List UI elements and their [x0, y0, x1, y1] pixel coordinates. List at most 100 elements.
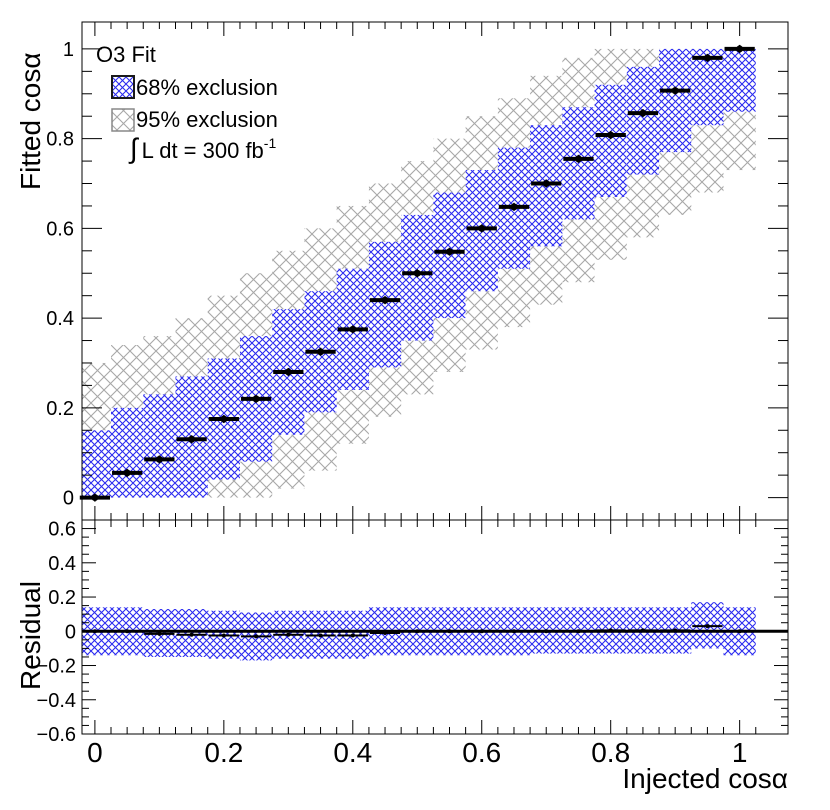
main-y-tick-label: 0.2	[46, 398, 74, 420]
fitted-point-marker	[123, 469, 131, 477]
residual-y-axis-label: Residual	[15, 581, 46, 690]
fitted-point-marker	[639, 109, 647, 117]
fitted-point	[369, 296, 401, 305]
main-y-tick-label: 1	[63, 39, 74, 61]
x-tick-label: 0.6	[462, 737, 501, 768]
residual-point	[369, 630, 401, 635]
band68-bin	[111, 407, 144, 498]
fitted-point	[498, 202, 530, 211]
band68-bin	[562, 107, 595, 220]
residual-y-tick-label: 0.2	[48, 587, 76, 609]
residual-frame	[81, 519, 789, 735]
fitted-point-marker	[284, 368, 292, 376]
residual-point-marker	[189, 632, 194, 637]
legend-lumi-main: L dt = 300 fb	[142, 138, 264, 163]
x-tick-label: 1	[732, 737, 748, 768]
fitted-point-marker	[349, 325, 357, 333]
residual-y-tick-label: 0.6	[48, 519, 76, 541]
residual-point	[627, 628, 659, 633]
band68-bin	[82, 430, 112, 498]
residual-y-tick-label: −0.2	[37, 656, 76, 678]
fitted-point-marker	[478, 224, 486, 232]
fitted-point	[112, 468, 143, 477]
fitted-point	[531, 179, 562, 188]
fitted-point	[144, 455, 175, 464]
legend-swatch-68	[111, 75, 135, 99]
residual-point-marker	[737, 629, 742, 634]
residual-point	[531, 629, 562, 634]
residual-point	[563, 629, 594, 634]
residual-point	[660, 628, 691, 633]
residual-point	[337, 633, 368, 638]
residual-point	[724, 629, 755, 634]
fitted-point-marker	[703, 54, 711, 62]
band68-bin	[594, 84, 627, 197]
band68-bin	[143, 394, 176, 498]
band68-bin	[659, 48, 692, 153]
fitted-point-marker	[188, 435, 196, 443]
fitted-point	[402, 269, 433, 278]
fitted-point	[337, 325, 368, 334]
main-panel: 0 0.2 0.4 0.6 0.8 1 Fitted cosα	[15, 21, 789, 521]
residual-point-marker	[673, 628, 678, 633]
residual-panel: −0.6 −0.4 −0.2 0 0.2 0.4 0.6 0 0.2 0.4 0.6 0.8 1 Re…	[15, 519, 789, 794]
residual-point	[692, 624, 723, 629]
residual-y-tick-label: −0.4	[37, 690, 76, 712]
fitted-point-marker	[574, 155, 582, 163]
legend: O3 Fit 68% exclusion 95% exclusion ∫ L dt…	[96, 42, 278, 164]
fitted-point-marker	[381, 296, 389, 304]
main-y-tick-label: 0	[63, 488, 74, 510]
fitted-point-marker	[155, 455, 163, 463]
residual-point	[176, 632, 207, 637]
residual-point-marker	[447, 629, 452, 634]
fitted-point	[595, 131, 626, 140]
residual-point-marker	[318, 633, 323, 638]
legend-lumi-sup: -1	[264, 135, 277, 151]
main-y-tick-label: 0.6	[46, 218, 74, 240]
x-tick-label: 0.2	[204, 737, 243, 768]
residual-y-tick-label: 0.4	[48, 553, 76, 575]
residual-point	[208, 633, 239, 638]
legend-label-68: 68% exclusion	[136, 75, 278, 100]
legend-label-95: 95% exclusion	[136, 107, 278, 132]
fitted-point	[724, 44, 755, 53]
residual-y-ticks: −0.6 −0.4 −0.2 0 0.2 0.4 0.6	[37, 519, 788, 746]
residual-point	[305, 633, 336, 638]
residual-point	[240, 634, 272, 639]
legend-lumi: ∫ L dt = 300 fb-1	[128, 133, 276, 164]
main-y-axis-label: Fitted cosα	[15, 52, 46, 190]
legend-title: O3 Fit	[96, 42, 156, 67]
x-tick-label: 0	[87, 737, 103, 768]
fitted-point	[240, 394, 272, 403]
residual-points	[82, 624, 755, 639]
fitted-point-marker	[671, 87, 679, 95]
main-y-ticks: 0 0.2 0.4 0.6 0.8 1	[46, 22, 788, 520]
fitted-point	[627, 109, 659, 118]
residual-point	[466, 629, 497, 634]
residual-y-tick-label: 0	[65, 621, 76, 643]
fitted-point-marker	[252, 395, 260, 403]
x-tick-label: 0.4	[333, 737, 372, 768]
residual-y-tick-label: −0.6	[37, 724, 76, 746]
residual-point-marker	[350, 633, 355, 638]
residual-point-marker	[415, 629, 420, 634]
fitted-point	[434, 247, 465, 256]
fitted-point	[466, 224, 497, 233]
fitted-point-marker	[446, 248, 454, 256]
x-tick-label: 0.8	[591, 737, 630, 768]
fitted-point	[305, 347, 336, 356]
fitted-point-marker	[542, 180, 550, 188]
residual-point-marker	[125, 629, 130, 634]
residual-point	[434, 629, 465, 634]
legend-lumi-integral: ∫	[128, 133, 140, 164]
band68-bin	[401, 214, 434, 341]
residual-point-marker	[608, 628, 613, 633]
fitted-point-marker	[607, 131, 615, 139]
fitted-points	[79, 44, 755, 502]
fitted-point-marker	[317, 348, 325, 356]
residual-point-marker	[221, 633, 226, 638]
fitted-point-marker	[510, 203, 518, 211]
x-ticks: 0 0.2 0.4 0.6 0.8 1	[87, 520, 757, 768]
residual-point	[273, 632, 304, 637]
